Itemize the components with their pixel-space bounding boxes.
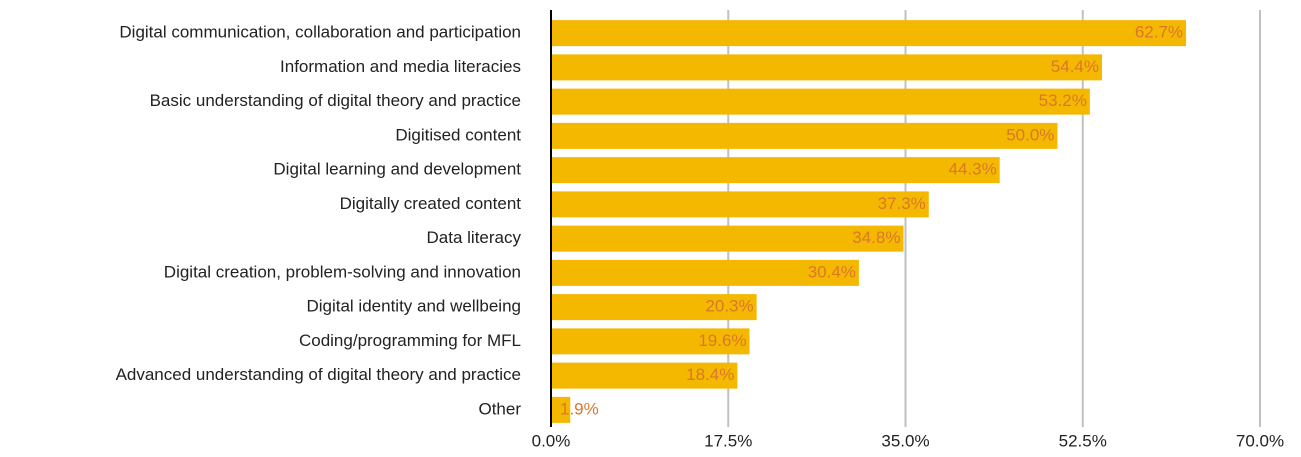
bar [551, 225, 904, 252]
value-label: 1.9% [560, 399, 599, 418]
x-tick-label: 70.0% [1236, 431, 1284, 450]
category-label: Digitally created content [340, 194, 522, 213]
bar [551, 191, 929, 218]
category-label: Digitised content [395, 125, 521, 144]
category-label: Digital communication, collaboration and… [119, 23, 521, 42]
bar [551, 328, 750, 355]
value-label: 19.6% [698, 331, 746, 350]
bar [551, 88, 1090, 115]
bar [551, 54, 1102, 81]
category-label: Other [478, 399, 521, 418]
category-label: Digital learning and development [273, 160, 521, 179]
bar [551, 294, 757, 321]
bar [551, 259, 859, 286]
bar [551, 122, 1058, 149]
value-label: 34.8% [852, 228, 900, 247]
value-label: 50.0% [1006, 125, 1054, 144]
value-label: 44.3% [948, 160, 996, 179]
bar [551, 20, 1187, 47]
value-label: 62.7% [1135, 23, 1183, 42]
x-tick-label: 52.5% [1059, 431, 1107, 450]
category-label: Basic understanding of digital theory an… [150, 91, 521, 110]
category-label: Information and media literacies [280, 57, 521, 76]
bar [551, 362, 738, 389]
category-label: Coding/programming for MFL [299, 331, 521, 350]
bar [551, 396, 571, 423]
value-label: 30.4% [808, 262, 856, 281]
x-tick-label: 17.5% [704, 431, 752, 450]
category-label: Digital identity and wellbeing [306, 297, 521, 316]
category-label: Data literacy [427, 228, 522, 247]
value-label: 37.3% [878, 194, 926, 213]
value-label: 54.4% [1051, 57, 1099, 76]
x-tick-label: 0.0% [532, 431, 571, 450]
category-label: Advanced understanding of digital theory… [116, 365, 521, 384]
value-label: 18.4% [686, 365, 734, 384]
x-tick-label: 35.0% [881, 431, 929, 450]
value-label: 53.2% [1039, 91, 1087, 110]
category-label: Digital creation, problem-solving and in… [164, 262, 521, 281]
value-label: 20.3% [705, 297, 753, 316]
bar [551, 157, 1000, 184]
